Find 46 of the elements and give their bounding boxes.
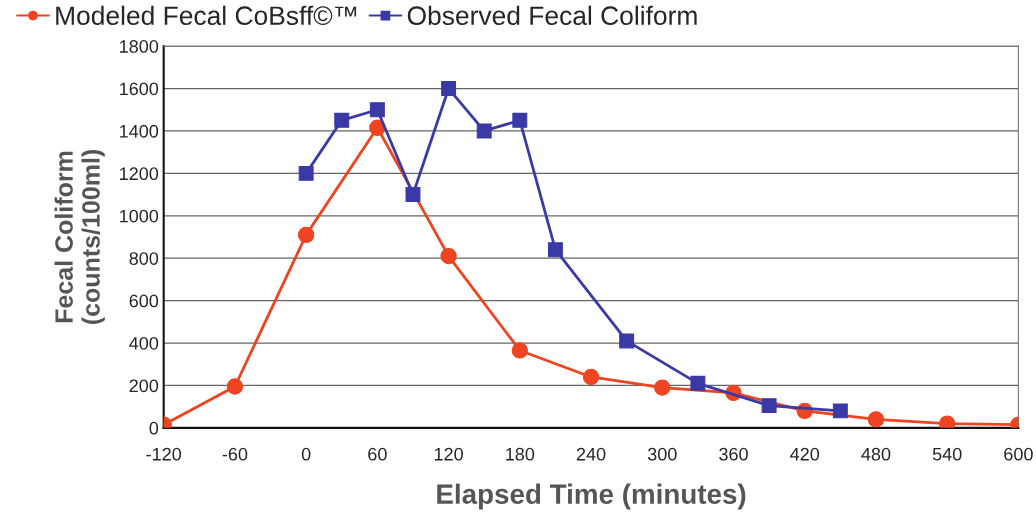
x-tick-label: 540 (932, 447, 962, 461)
point (226, 378, 244, 395)
point (654, 379, 671, 396)
x-tick-label: -120 (146, 447, 182, 461)
y-tick-label: 400 (129, 336, 159, 350)
y-tick-label: 0 (149, 421, 159, 435)
y-tick-label: 1400 (120, 124, 159, 138)
point (441, 81, 457, 96)
x-axis-title: Elapsed Time (minutes) (437, 483, 746, 510)
x-tick-label: 420 (790, 447, 820, 461)
point (476, 123, 492, 139)
point (547, 242, 563, 258)
legend-label: Modeled Fecal CoBsff©™ (56, 5, 357, 26)
x-tick-label: 120 (434, 447, 463, 461)
point (405, 187, 421, 203)
point (761, 398, 777, 414)
point (512, 112, 528, 128)
y-tick-label: 800 (129, 252, 159, 265)
x-tick-label: -60 (222, 447, 248, 461)
x-tick-label: 0 (301, 447, 311, 461)
point (334, 112, 350, 128)
point (511, 342, 528, 359)
y-tick-label: 1800 (120, 40, 159, 53)
y-axis-title: Fecal Coliform (counts/100ml) (54, 150, 105, 324)
point (369, 102, 385, 118)
x-tick-label: 240 (576, 447, 606, 461)
point (867, 411, 885, 428)
y-tick-label: 1200 (120, 167, 159, 181)
legend-label: Observed Fecal Coliform (407, 5, 697, 26)
x-tick-label: 360 (719, 447, 748, 461)
y-tick-label: 200 (129, 379, 159, 393)
y-tick-label: 1000 (120, 209, 159, 223)
x-tick-label: 180 (506, 447, 535, 461)
point (832, 403, 848, 419)
point (298, 165, 314, 181)
point (297, 226, 315, 244)
y-tick-label: 600 (129, 294, 159, 308)
x-tick-label: 600 (1004, 447, 1033, 461)
y-tick-label: 1600 (120, 82, 159, 96)
x-tick-label: 60 (368, 447, 387, 461)
point (582, 368, 600, 386)
x-tick-label: 480 (861, 447, 891, 461)
point (619, 333, 635, 349)
point (690, 375, 706, 391)
x-tick-label: 300 (647, 447, 677, 461)
point (440, 247, 457, 265)
